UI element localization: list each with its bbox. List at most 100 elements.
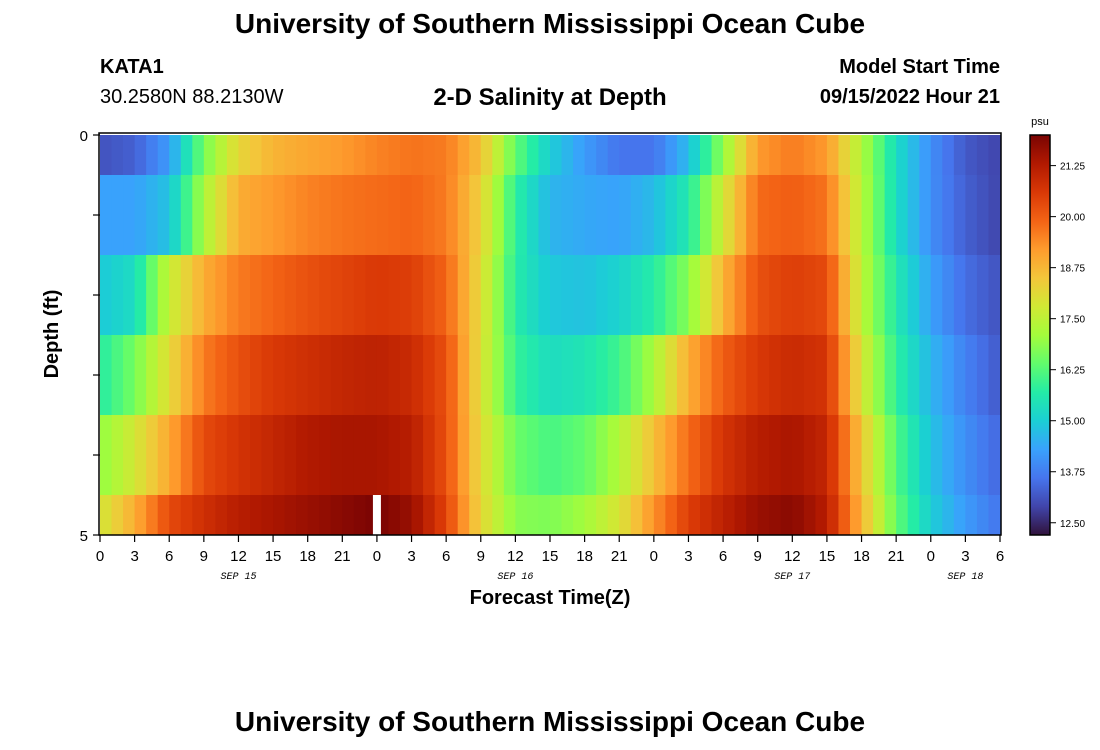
heatmap-cell (411, 135, 424, 176)
heatmap-cell (896, 415, 909, 496)
heatmap-cell (215, 415, 228, 496)
heatmap-cell (342, 255, 355, 336)
heatmap-cell (792, 495, 805, 536)
heatmap-cell (630, 495, 643, 536)
heatmap-cell (723, 335, 736, 416)
heatmap-cell (896, 135, 909, 176)
heatmap-cell (134, 255, 147, 336)
chart-title: 2-D Salinity at Depth (433, 84, 667, 111)
heatmap-cell (653, 175, 666, 256)
heatmap-cell (561, 495, 574, 536)
heatmap-cell (492, 335, 505, 416)
heatmap-cell (261, 415, 274, 496)
heatmap-cell (688, 255, 701, 336)
heatmap-cell (469, 175, 482, 256)
heatmap-cell (123, 175, 136, 256)
heatmap-cell (284, 335, 297, 416)
heatmap-cell (284, 495, 297, 536)
heatmap-cell (942, 415, 955, 496)
heatmap-cell (515, 415, 528, 496)
heatmap-cell (942, 135, 955, 176)
heatmap-cell (469, 415, 482, 496)
x-tick-label: 6 (719, 548, 727, 565)
heatmap-cell (261, 335, 274, 416)
heatmap-cell (988, 255, 1001, 336)
heatmap-cell (526, 335, 540, 416)
heatmap-cell (780, 335, 793, 416)
heatmap-cell (261, 175, 274, 256)
x-tick-label: 0 (373, 548, 381, 565)
heatmap-cell (342, 495, 355, 536)
heatmap-cell (192, 335, 205, 416)
heatmap-cell (250, 135, 263, 176)
heatmap-cell (330, 135, 343, 176)
heatmap-cell (342, 335, 355, 416)
heatmap-cell (111, 335, 124, 416)
heatmap-cell (180, 335, 193, 416)
heatmap-cell (319, 135, 332, 176)
heatmap-cell (676, 255, 690, 336)
heatmap-cell (896, 335, 909, 416)
heatmap-cell (526, 135, 540, 176)
heatmap-cell (480, 335, 493, 416)
heatmap-cell (676, 495, 690, 536)
x-date-label: SEP 15 (220, 572, 256, 583)
heatmap-cell (688, 335, 701, 416)
x-tick-label: 9 (477, 548, 485, 565)
heatmap-cell (930, 495, 943, 536)
heatmap-cell (676, 415, 690, 496)
heatmap-cell (226, 335, 240, 416)
heatmap-cell (273, 495, 286, 536)
heatmap-cell (180, 135, 193, 176)
heatmap-cell (400, 335, 413, 416)
heatmap-cell (665, 135, 678, 176)
heatmap-cell (561, 135, 574, 176)
heatmap-cell (803, 175, 816, 256)
heatmap-cell (192, 255, 205, 336)
heatmap-cell (192, 495, 205, 536)
heatmap-cell (388, 255, 401, 336)
heatmap-cell (780, 255, 793, 336)
heatmap-cell (573, 135, 586, 176)
heatmap-cell (376, 255, 390, 336)
heatmap-cell (861, 415, 874, 496)
heatmap-cell (561, 255, 574, 336)
colorbar-unit: psu (1031, 116, 1049, 128)
heatmap-cell (307, 255, 320, 336)
footer-title: University of Southern Mississippi Ocean… (234, 706, 866, 737)
heatmap-cell (330, 495, 343, 536)
heatmap-cell (550, 255, 563, 336)
colorbar-tick-label: 13.75 (1060, 468, 1085, 479)
heatmap-cell (203, 175, 216, 256)
heatmap-cell (688, 175, 701, 256)
heatmap-cell (642, 135, 655, 176)
heatmap-cell (988, 495, 1001, 536)
heatmap-cell (826, 415, 840, 496)
colorbar-tick-label: 18.75 (1060, 264, 1085, 275)
heatmap-cell (711, 135, 724, 176)
heatmap-cell (319, 175, 332, 256)
heatmap-cell (792, 255, 805, 336)
heatmap-cell (215, 135, 228, 176)
heatmap-cell (746, 415, 759, 496)
heatmap-cell (561, 335, 574, 416)
heatmap-cell (665, 335, 678, 416)
x-tick-label: 9 (754, 548, 762, 565)
heatmap-cell (976, 335, 990, 416)
heatmap-cell (365, 255, 378, 336)
heatmap-cell (353, 335, 366, 416)
missing-data-marker (372, 495, 381, 535)
x-tick-label: 15 (819, 548, 836, 565)
heatmap-cell (192, 415, 205, 496)
heatmap-cell (746, 175, 759, 256)
heatmap-cell (850, 255, 863, 336)
heatmap-cell (296, 255, 309, 336)
heatmap-cell (965, 335, 978, 416)
heatmap-cell (607, 135, 620, 176)
heatmap-cell (711, 495, 724, 536)
heatmap-cell (526, 175, 540, 256)
heatmap-cell (400, 135, 413, 176)
heatmap-cell (861, 255, 874, 336)
heatmap-cell (942, 175, 955, 256)
page-title: University of Southern Mississippi Ocean… (234, 8, 866, 39)
